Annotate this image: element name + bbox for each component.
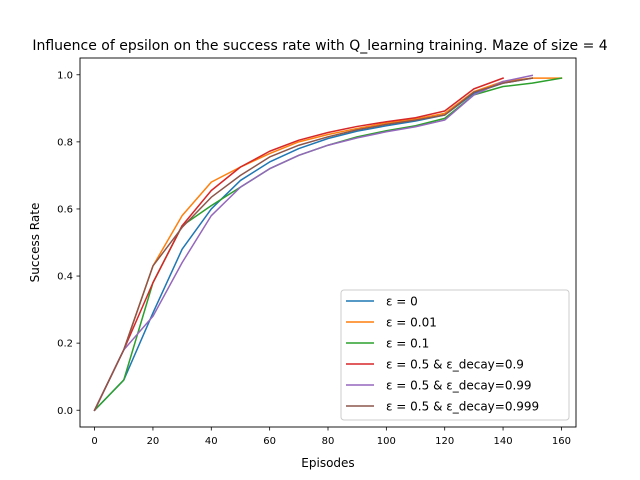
x-tick-label: 40 — [205, 436, 218, 447]
legend-label: ε = 0.5 & ε_decay=0.999 — [386, 399, 539, 413]
legend-box — [340, 289, 570, 421]
x-tick-label: 0 — [91, 436, 97, 447]
x-axis-ticks: 0 20 40 60 80 100 120 140 160 — [91, 427, 571, 447]
legend-label: ε = 0.01 — [386, 315, 437, 329]
y-axis-label: Success Rate — [28, 203, 42, 283]
x-tick-label: 100 — [377, 436, 396, 447]
x-tick-label: 80 — [322, 436, 335, 447]
series-line-6 — [93, 77, 534, 412]
y-tick-label: 1.0 — [57, 70, 73, 81]
chart-title: Influence of epsilon on the success rate… — [32, 38, 607, 54]
x-tick-label: 140 — [494, 436, 513, 447]
y-tick-label: 0.4 — [57, 272, 73, 283]
x-axis-label: Episodes — [301, 456, 354, 470]
legend-label: ε = 0 — [386, 294, 418, 308]
x-tick-label: 120 — [435, 436, 454, 447]
series-line-4 — [93, 77, 505, 412]
series-line-2 — [93, 77, 563, 412]
y-tick-label: 0.0 — [57, 406, 73, 417]
legend-items: ε = 0 ε = 0.01 ε = 0.1 ε = 0.5 & ε_decay=0.… — [346, 294, 539, 413]
legend-label: ε = 0.5 & ε_decay=0.99 — [386, 378, 532, 392]
y-tick-label: 0.6 — [57, 205, 73, 216]
x-tick-label: 20 — [147, 436, 160, 447]
legend: ε = 0 ε = 0.01 ε = 0.1 ε = 0.5 & ε_decay=0.… — [340, 289, 570, 421]
legend-label: ε = 0.1 — [386, 336, 429, 350]
plot-lines — [93, 74, 563, 412]
y-tick-label: 0.8 — [57, 137, 73, 148]
series-line-5 — [93, 74, 534, 412]
legend-label: ε = 0.5 & ε_decay=0.9 — [386, 357, 524, 371]
y-tick-label: 0.2 — [57, 339, 73, 350]
y-axis-ticks: 0.0 0.2 0.4 0.6 0.8 1.0 — [57, 70, 80, 417]
x-tick-label: 60 — [263, 436, 276, 447]
x-tick-label: 160 — [552, 436, 571, 447]
